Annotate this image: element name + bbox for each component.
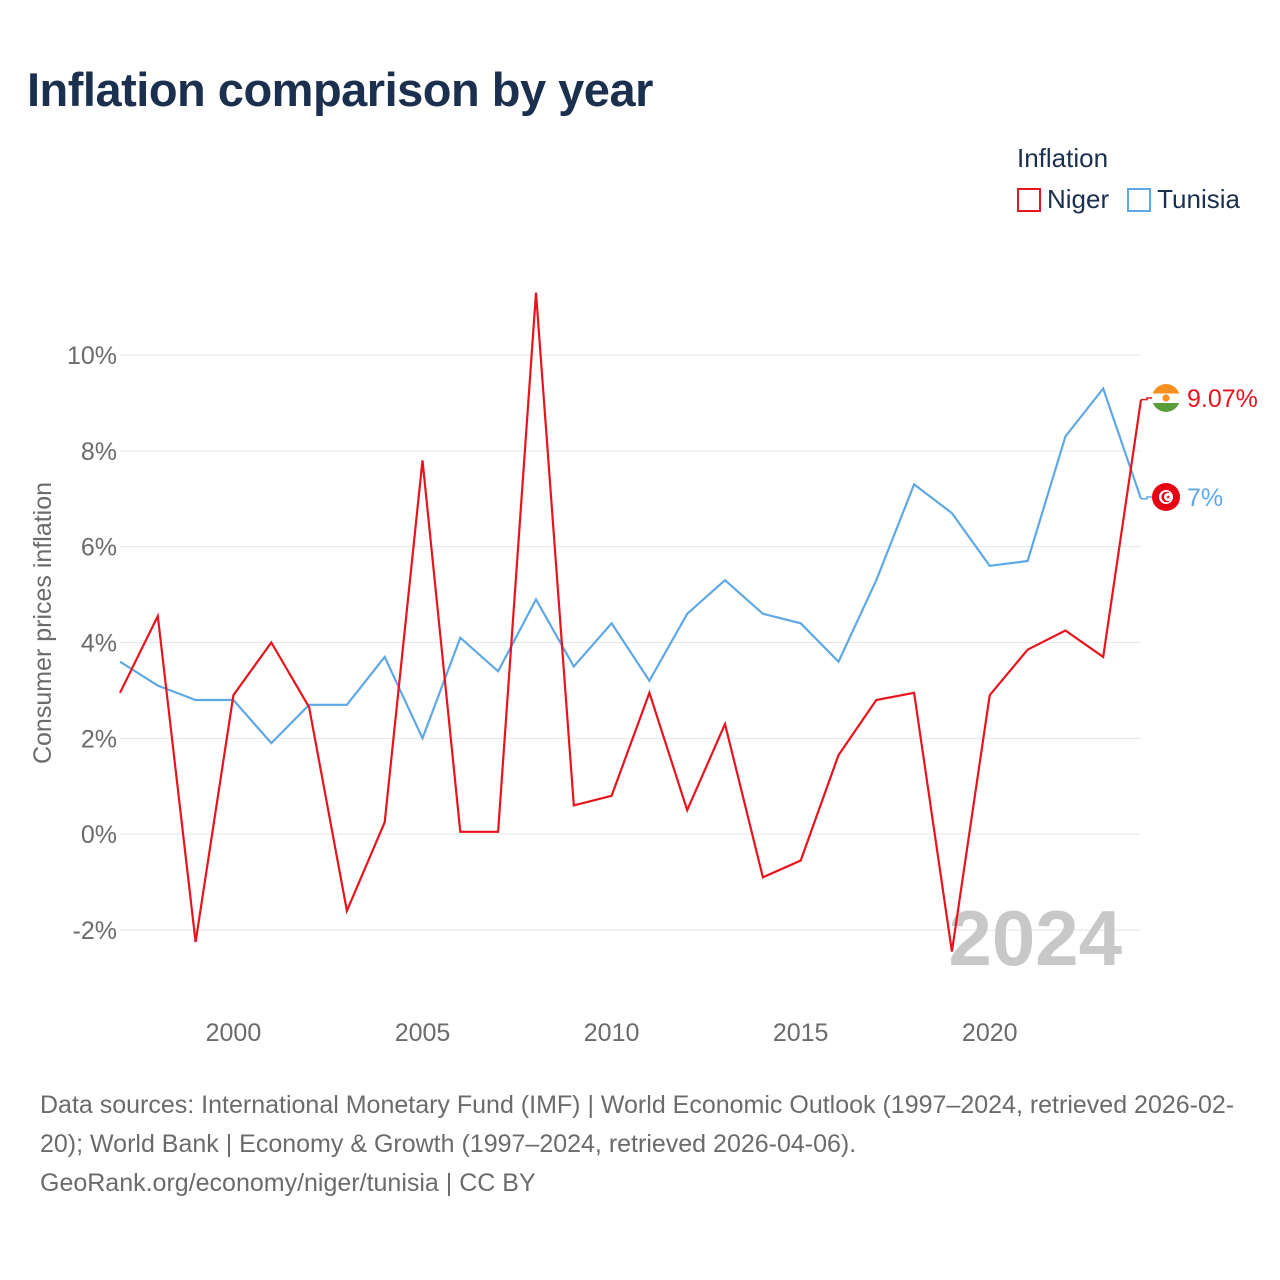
x-tick-label: 2005	[395, 1019, 451, 1047]
y-tick-label: -2%	[73, 917, 117, 945]
x-tick-labels: 2000 2005 2010 2015 2020	[206, 1019, 1018, 1047]
legend-swatch-tunisia	[1127, 187, 1152, 212]
legend-swatch-niger	[1017, 187, 1041, 212]
y-tick-label: 4%	[81, 630, 117, 658]
y-tick-labels: -2% 0% 2% 4% 6% 8% 10%	[67, 342, 117, 945]
x-tick-label: 2015	[773, 1019, 829, 1047]
end-value-niger: 9.07%	[1187, 385, 1258, 413]
legend-item-niger[interactable]: Niger	[1017, 184, 1109, 215]
connector-niger	[1141, 397, 1152, 401]
source-line-2: GeoRank.org/economy/niger/tunisia | CC B…	[40, 1169, 536, 1197]
y-tick-label: 6%	[81, 534, 117, 562]
source-note: Data sources: International Monetary Fun…	[40, 1086, 1250, 1203]
connector-tunisia	[1141, 496, 1152, 500]
legend-label-tunisia: Tunisia	[1157, 184, 1240, 214]
y-axis-label: Consumer prices inflation	[29, 482, 57, 764]
legend: Inflation Niger Tunisia	[1017, 143, 1240, 215]
line-chart: -2% 0% 2% 4% 6% 8% 10% 2000 2005 2010 2015 2020 Co…	[29, 292, 1258, 1047]
end-value-tunisia: 7%	[1187, 484, 1223, 512]
legend-item-tunisia[interactable]: Tunisia	[1127, 184, 1240, 215]
series-line-tunisia[interactable]	[119, 386, 1143, 745]
legend-title: Inflation	[1017, 143, 1109, 173]
grid-lines	[120, 354, 1141, 931]
y-tick-label: 10%	[67, 342, 117, 370]
niger-flag-icon	[1152, 384, 1180, 412]
y-tick-label: 8%	[81, 438, 117, 466]
x-tick-label: 2020	[962, 1019, 1018, 1047]
x-tick-label: 2000	[206, 1019, 262, 1047]
chart-title: Inflation comparison by year	[27, 63, 653, 116]
series-line-niger[interactable]	[119, 292, 1143, 952]
tunisia-flag-icon	[1152, 483, 1180, 511]
y-tick-label: 2%	[81, 725, 117, 753]
source-line-1: Data sources: International Monetary Fun…	[40, 1091, 1235, 1158]
y-tick-label: 0%	[81, 821, 117, 849]
legend-label-niger: Niger	[1047, 184, 1110, 214]
x-tick-label: 2010	[584, 1019, 640, 1047]
year-watermark: 2024	[948, 894, 1122, 982]
